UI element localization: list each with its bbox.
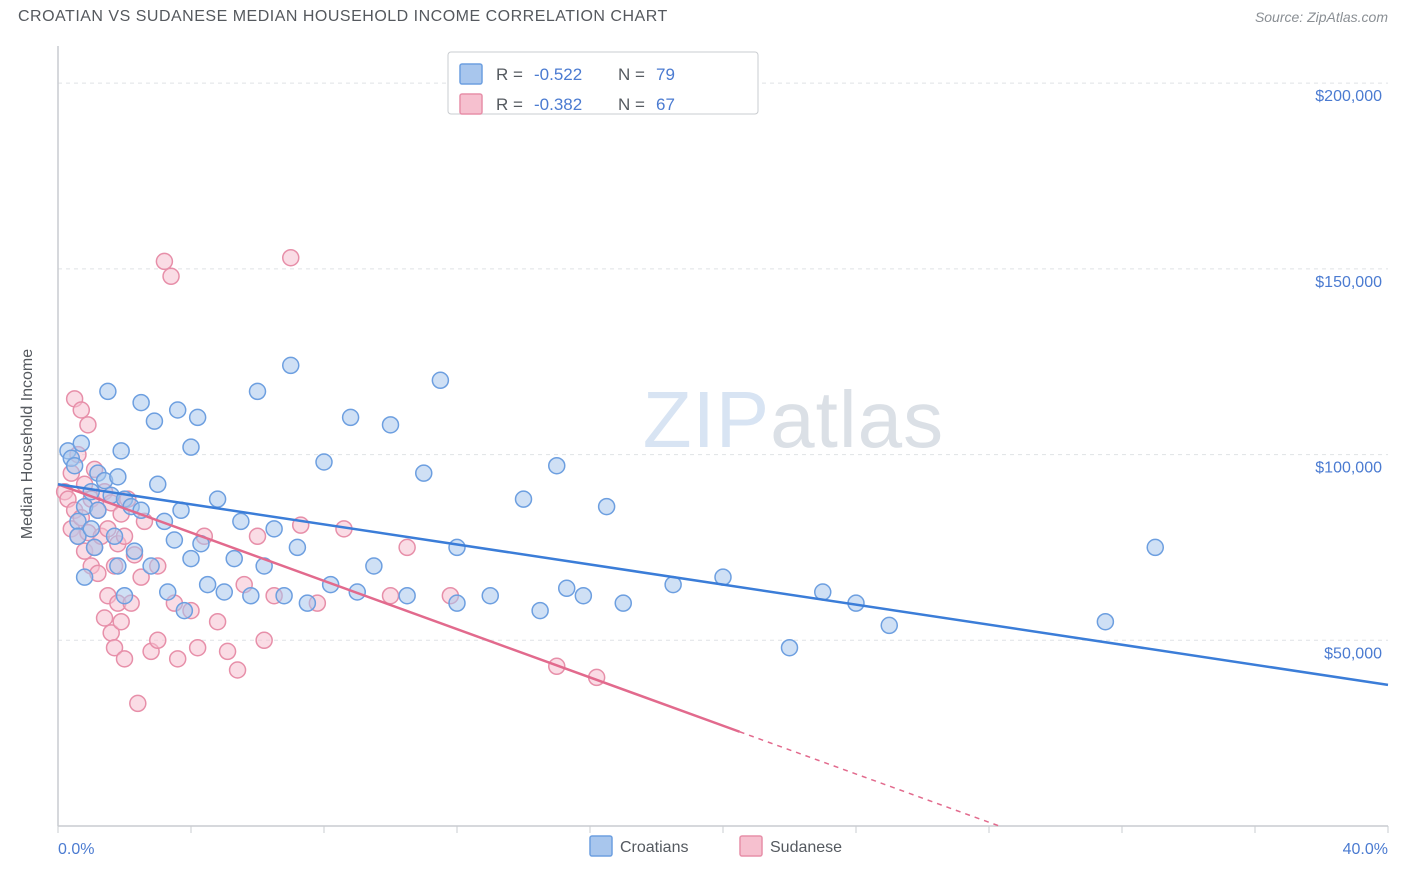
- svg-text:N =: N =: [618, 65, 645, 84]
- svg-text:R =: R =: [496, 95, 523, 114]
- svg-text:$100,000: $100,000: [1315, 460, 1382, 477]
- chart-title: CROATIAN VS SUDANESE MEDIAN HOUSEHOLD IN…: [18, 8, 668, 26]
- svg-text:79: 79: [656, 65, 675, 84]
- svg-text:N =: N =: [618, 95, 645, 114]
- svg-text:-0.382: -0.382: [534, 95, 582, 114]
- svg-text:$150,000: $150,000: [1315, 274, 1382, 291]
- svg-text:$200,000: $200,000: [1315, 88, 1382, 105]
- svg-text:Croatians: Croatians: [620, 839, 688, 856]
- svg-text:Median Household Income: Median Household Income: [19, 349, 36, 539]
- svg-text:40.0%: 40.0%: [1343, 841, 1388, 858]
- svg-text:$50,000: $50,000: [1324, 645, 1382, 662]
- correlation-scatter-chart: $50,000 $100,000 $150,000 $200,000 0.0% 40.0%…: [8, 34, 1398, 874]
- chart-area: ZIPatlas $50,000$100,000$150,000$200,000…: [8, 34, 1398, 874]
- svg-text:R =: R =: [496, 65, 523, 84]
- svg-text:67: 67: [656, 95, 675, 114]
- svg-text:-0.522: -0.522: [534, 65, 582, 84]
- svg-text:Sudanese: Sudanese: [770, 839, 842, 856]
- source-attribution: Source: ZipAtlas.com: [1255, 9, 1388, 25]
- svg-text:0.0%: 0.0%: [58, 841, 94, 858]
